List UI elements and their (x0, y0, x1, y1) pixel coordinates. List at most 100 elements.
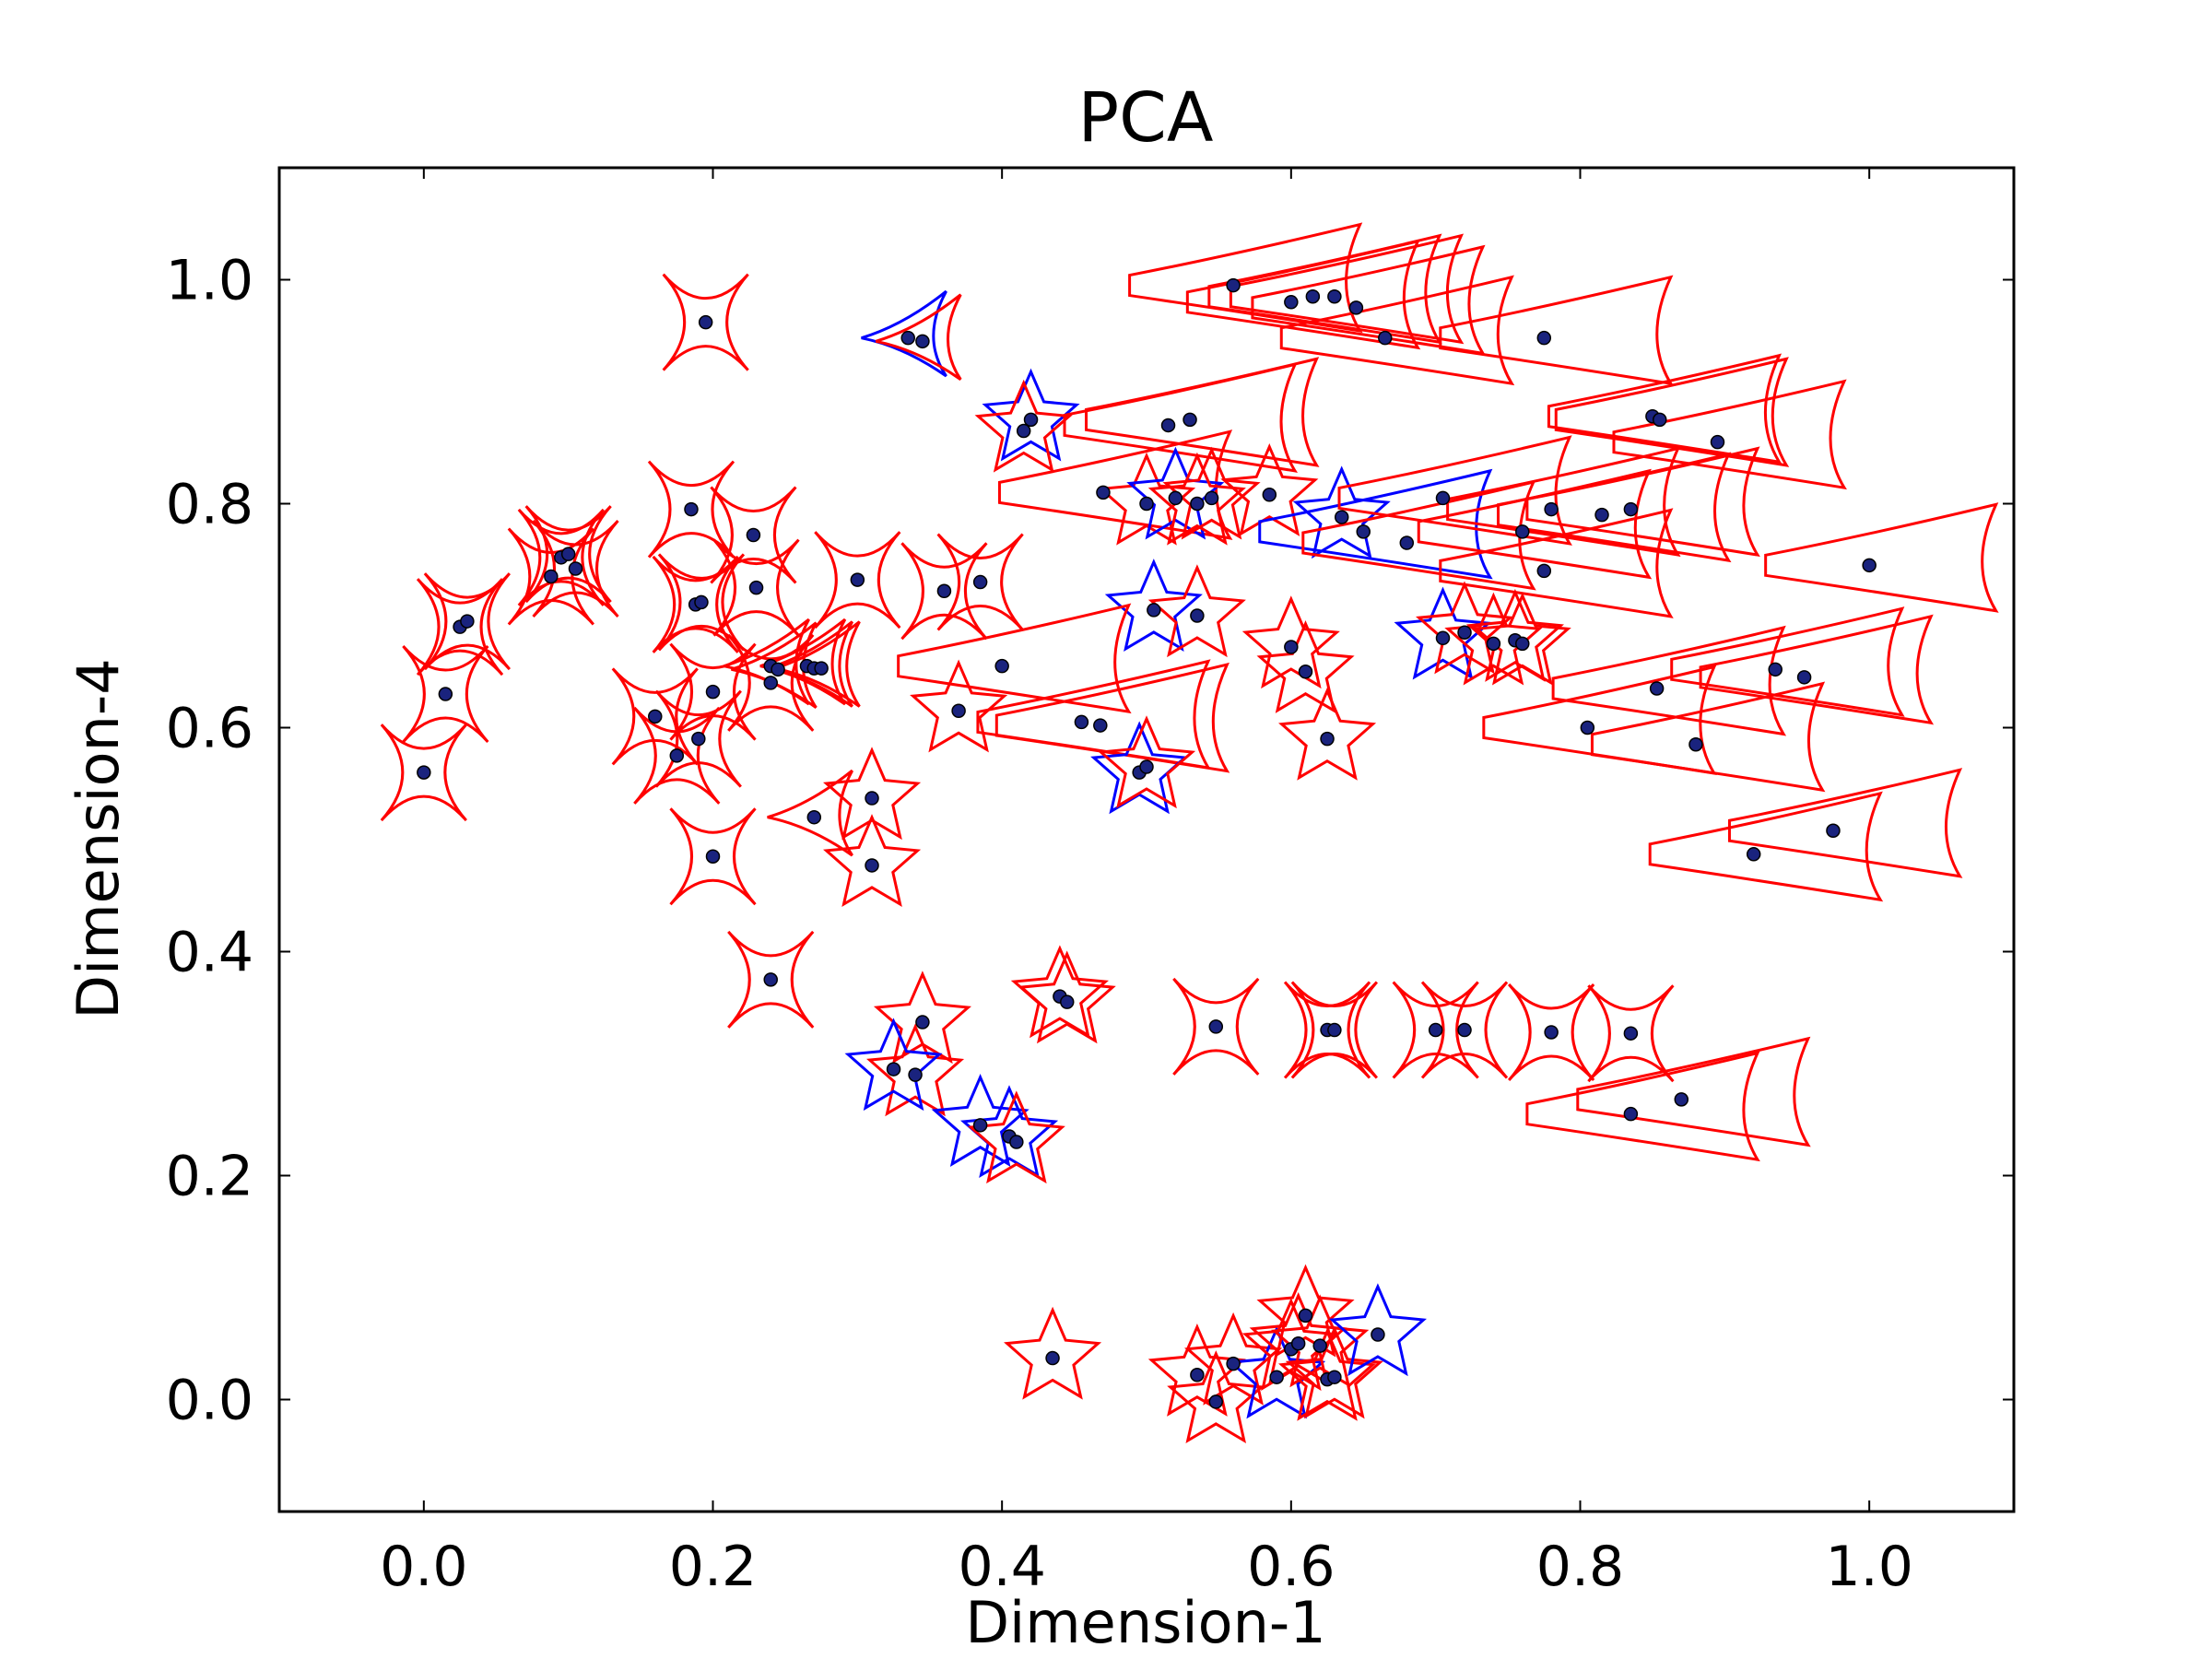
y-tick-label: 0.8 (166, 473, 253, 537)
data-point (1594, 507, 1609, 523)
astroid-glyph (727, 633, 815, 732)
star-glyph (982, 368, 1080, 462)
star-glyph (1167, 1350, 1265, 1444)
data-point (1074, 714, 1089, 730)
wedge-glyph (1547, 353, 1783, 465)
data-point (814, 661, 829, 676)
data-point (1435, 490, 1451, 506)
star-glyph (1147, 564, 1246, 658)
data-point (1862, 558, 1877, 573)
data-point (1226, 1356, 1241, 1371)
data-point (1544, 1025, 1559, 1040)
data-point (1536, 563, 1552, 579)
data-point (1649, 681, 1665, 696)
triangle-glyph (861, 289, 947, 378)
wedge-glyph (1251, 244, 1486, 356)
data-point (691, 731, 706, 747)
x-axis-label: Dimension-1 (965, 1589, 1325, 1656)
data-point (1226, 277, 1241, 293)
star-glyph (1004, 1306, 1102, 1400)
data-point (1536, 330, 1552, 346)
data-point (1190, 496, 1205, 512)
wedge-glyph (1439, 508, 1674, 618)
data-point (1023, 412, 1039, 428)
wedge-glyph (1439, 275, 1674, 386)
data-point (1486, 636, 1501, 652)
triangle-glyph (875, 293, 962, 381)
star-glyph (1010, 945, 1110, 1039)
x-tick-label: 0.0 (380, 1535, 467, 1599)
data-point (1312, 1338, 1327, 1353)
triangle-glyph (774, 620, 861, 708)
data-point (1298, 1308, 1313, 1324)
data-point (1305, 288, 1321, 304)
astroid-glyph (669, 642, 757, 741)
data-point (886, 1062, 901, 1077)
star-glyph (1097, 452, 1196, 546)
star-glyph (823, 814, 922, 908)
star-glyph (1465, 588, 1564, 682)
x-axis-ticks: 0.0 0.2 0.4 0.6 0.8 1.0 (380, 168, 1913, 1599)
x-tick-label: 0.4 (958, 1535, 1045, 1599)
point-layer (417, 277, 1877, 1409)
data-point (1182, 412, 1197, 428)
data-point (1457, 625, 1472, 640)
data-point (1623, 1106, 1639, 1122)
data-point (648, 709, 663, 724)
star-glyph (910, 659, 1008, 753)
data-point (1298, 665, 1313, 679)
astroid-glyph (1420, 981, 1509, 1079)
data-point (1327, 1022, 1342, 1038)
data-point (915, 1015, 930, 1030)
data-point (1160, 418, 1176, 433)
star-glyph (844, 1018, 943, 1112)
y-tick-label: 0.6 (166, 697, 253, 761)
data-point (1139, 496, 1154, 512)
data-point (915, 334, 930, 349)
astroid-glyph (423, 572, 512, 671)
data-point (1093, 718, 1108, 733)
data-point (1290, 1336, 1306, 1351)
data-point (1147, 603, 1161, 618)
y-tick-label: 0.4 (166, 921, 253, 985)
wedge-glyph (1576, 1036, 1811, 1147)
y-tick-label: 1.0 (166, 249, 253, 313)
wedge-glyph (1279, 275, 1515, 386)
data-point (1168, 490, 1183, 506)
data-point (1796, 670, 1812, 685)
star-glyph (1256, 1264, 1355, 1358)
star-glyph (866, 1023, 965, 1117)
star-glyph (1162, 446, 1261, 540)
star-glyph (1018, 950, 1116, 1044)
wedge-glyph (1525, 1051, 1760, 1162)
data-point (1059, 994, 1075, 1009)
data-point (972, 574, 988, 590)
wedge-glyph (1670, 606, 1905, 717)
data-point (438, 687, 453, 701)
data-point (705, 849, 721, 864)
star-glyph (1271, 1294, 1370, 1388)
star-glyph (1278, 1327, 1377, 1421)
y-axis-label: Dimension-4 (65, 658, 132, 1018)
data-point (763, 972, 778, 987)
x-tick-label: 0.6 (1247, 1535, 1335, 1599)
star-glyph (1328, 1283, 1427, 1377)
wedge-glyph (1554, 357, 1790, 467)
star-glyph (1241, 595, 1340, 689)
data-point (771, 662, 785, 677)
data-point (1262, 488, 1277, 502)
triangle-glyph (767, 620, 854, 708)
data-point (806, 809, 822, 825)
data-point (684, 501, 699, 517)
star-glyph (1444, 592, 1543, 686)
astroid-glyph (1283, 981, 1371, 1079)
data-point (1457, 1022, 1472, 1038)
wedge-glyph (1727, 768, 1963, 878)
astroid-glyph (814, 531, 901, 629)
data-point (865, 791, 879, 806)
data-point (1284, 640, 1299, 654)
data-point (417, 765, 431, 780)
wedge-glyph (994, 662, 1230, 773)
star-glyph (1104, 559, 1203, 653)
data-point (1208, 1019, 1224, 1034)
